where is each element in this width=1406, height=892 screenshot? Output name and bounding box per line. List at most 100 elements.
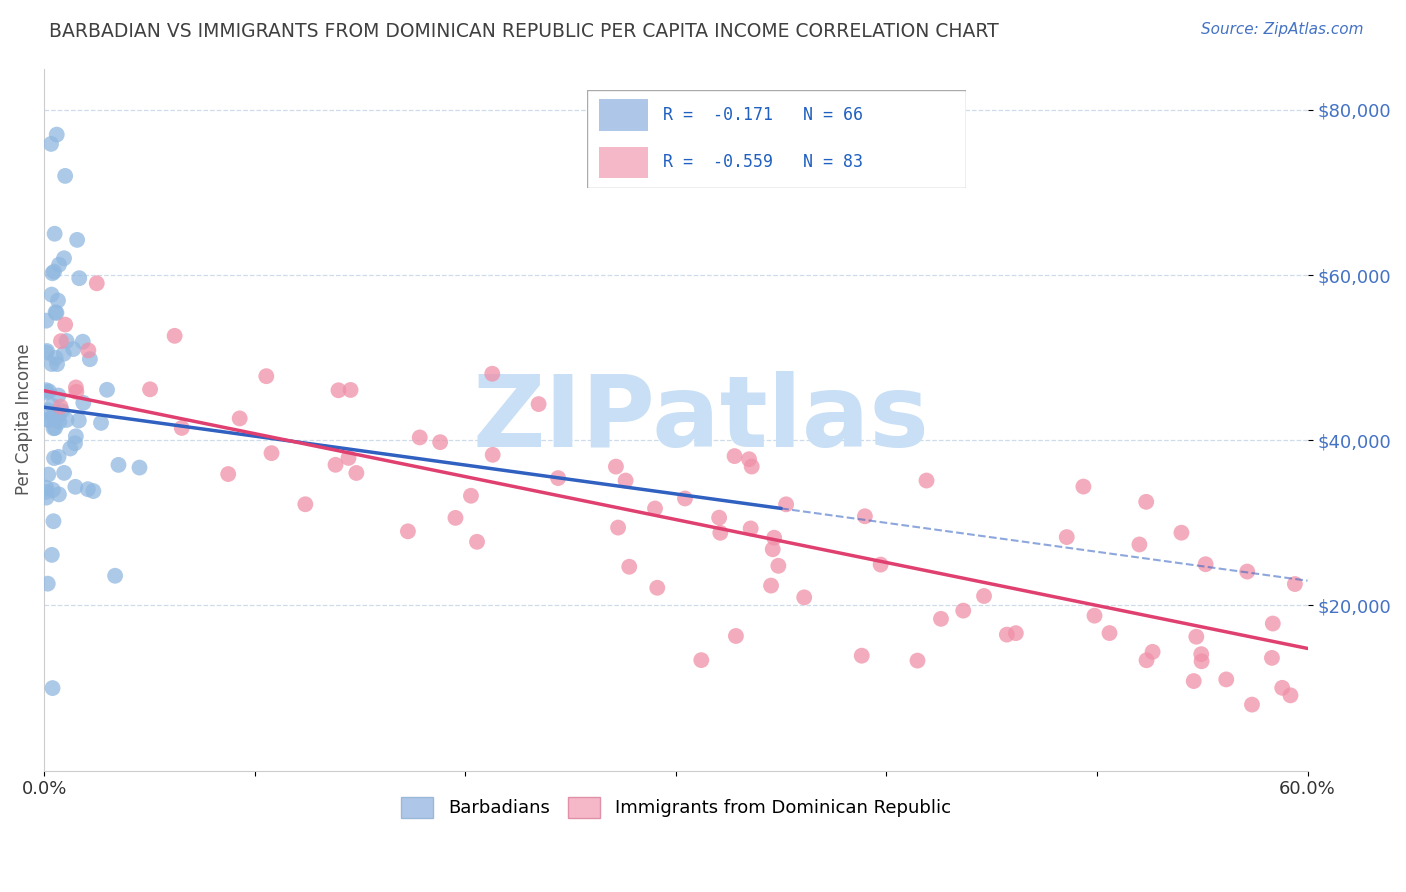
Point [37, 576, 59, 591]
Point [1284, 577, 1306, 591]
Point [65, 380, 87, 394]
Point [59, 442, 82, 456]
Point [77, 343, 100, 358]
Point [62, 342, 84, 356]
Point [163, 328, 186, 343]
Point [1189, 647, 1212, 661]
Point [128, 460, 150, 475]
Point [46, 293, 69, 308]
Point [53, 466, 76, 480]
Point [66, 233, 89, 247]
Point [1135, 495, 1157, 509]
Point [1261, 616, 1284, 631]
Point [1185, 630, 1208, 644]
Point [973, 589, 995, 603]
Point [42, 514, 65, 528]
Point [107, 458, 129, 472]
Point [915, 474, 938, 488]
Point [35, 344, 58, 359]
Point [39, 136, 62, 151]
Point [38, 384, 60, 399]
Point [444, 511, 467, 525]
Point [53, 252, 76, 266]
Point [48, 388, 70, 402]
Point [690, 653, 713, 667]
Point [52, 347, 75, 361]
Text: ZIPatlas: ZIPatlas [472, 371, 929, 468]
Point [49, 400, 72, 414]
Point [65, 480, 87, 494]
Point [139, 382, 162, 396]
Point [35, 484, 58, 499]
Point [740, 521, 762, 535]
Legend: Barbadians, Immigrants from Dominican Republic: Barbadians, Immigrants from Dominican Re… [394, 789, 957, 825]
Point [1098, 626, 1121, 640]
Point [48, 258, 70, 272]
Point [869, 558, 891, 572]
Point [96, 383, 118, 397]
Point [294, 497, 316, 511]
Point [65, 384, 87, 399]
Point [907, 654, 929, 668]
Point [851, 648, 873, 663]
Point [1128, 537, 1150, 551]
Point [42, 421, 65, 435]
Point [45, 305, 67, 319]
Point [337, 450, 360, 465]
Point [42, 410, 65, 425]
Point [741, 459, 763, 474]
Point [1261, 651, 1284, 665]
Point [1142, 645, 1164, 659]
Point [1083, 608, 1105, 623]
Point [228, 411, 250, 425]
Point [709, 525, 731, 540]
Point [44, 227, 66, 241]
Point [853, 509, 876, 524]
Point [45, 306, 67, 320]
Point [67, 271, 90, 285]
Point [929, 612, 952, 626]
Point [1182, 674, 1205, 689]
Point [104, 568, 127, 582]
Point [775, 497, 797, 511]
Point [952, 604, 974, 618]
Point [1135, 653, 1157, 667]
Point [763, 531, 786, 545]
Point [35, 383, 58, 397]
Point [607, 520, 630, 534]
Point [35, 491, 58, 505]
Point [481, 367, 503, 381]
Point [605, 459, 627, 474]
Point [82, 484, 104, 499]
Point [42, 483, 65, 497]
Point [41, 399, 63, 413]
Point [46, 409, 69, 424]
Point [793, 591, 815, 605]
Point [260, 446, 283, 460]
Point [1170, 525, 1192, 540]
Point [1191, 654, 1213, 668]
Point [90, 416, 112, 430]
Point [41, 287, 63, 301]
Point [995, 627, 1018, 641]
Point [49, 334, 72, 348]
Point [42, 451, 65, 466]
Point [35, 345, 58, 359]
Point [37, 412, 59, 426]
Point [72, 334, 94, 349]
Point [63, 436, 86, 450]
Point [76, 482, 98, 496]
Point [35, 313, 58, 327]
Point [738, 452, 761, 467]
Point [1240, 698, 1263, 712]
Point [45, 128, 67, 142]
Point [55, 334, 77, 348]
Point [1236, 565, 1258, 579]
Point [325, 458, 347, 472]
Point [724, 629, 747, 643]
Point [41, 548, 63, 562]
Point [254, 369, 277, 384]
Point [429, 435, 451, 450]
Point [37, 403, 59, 417]
Y-axis label: Per Capita Income: Per Capita Income [15, 343, 32, 495]
